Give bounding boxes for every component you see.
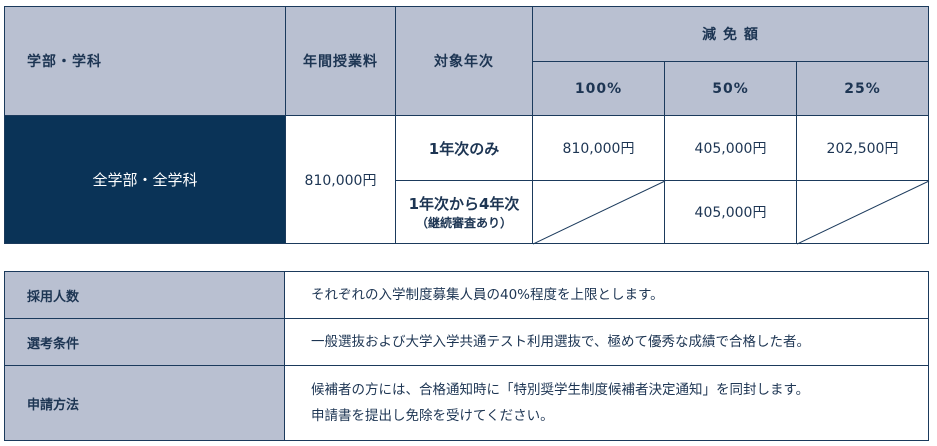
row2-50: 405,000円 xyxy=(664,180,797,244)
diagonal-line xyxy=(797,181,930,245)
department-cell: 全学部・全学科 xyxy=(4,115,286,244)
application-line-1: 候補者の方には、合格通知時に「特別奨学生制度候補者決定通知」を同封します。 xyxy=(311,382,810,398)
info-label-application: 申請方法 xyxy=(4,365,285,441)
header-reduction: 減 免 額 xyxy=(532,6,929,62)
info-label-selection: 選考条件 xyxy=(4,318,285,366)
target-row-2: 1年次から4年次 （継続審査あり） xyxy=(395,180,533,244)
target-row-2-label: 1年次から4年次 xyxy=(408,195,520,213)
header-department: 学部・学科 xyxy=(4,6,286,116)
row2-25-empty xyxy=(796,180,930,245)
header-25: 25% xyxy=(796,61,929,116)
info-label-recruitment: 採用人数 xyxy=(4,271,285,319)
header-target-year: 対象年次 xyxy=(395,6,533,116)
info-text-recruitment: それぞれの入学制度募集人員の40%程度を上限とします。 xyxy=(284,271,929,319)
header-100: 100% xyxy=(532,61,665,116)
info-text-application: 候補者の方には、合格通知時に「特別奨学生制度候補者決定通知」を同封します。 申請… xyxy=(284,365,929,441)
row2-100-empty xyxy=(532,180,666,245)
row1-25: 202,500円 xyxy=(796,115,929,181)
target-row-2-note: （継続審査あり） xyxy=(415,216,512,230)
info-text-selection: 一般選抜および大学入学共通テスト利用選抜で、極めて優秀な成績で合格した者。 xyxy=(284,318,929,366)
row1-50: 405,000円 xyxy=(664,115,797,181)
header-tuition: 年間授業料 xyxy=(285,6,396,116)
diagonal-line xyxy=(533,181,666,245)
header-50: 50% xyxy=(664,61,797,116)
row1-100: 810,000円 xyxy=(532,115,665,181)
tuition-cell: 810,000円 xyxy=(285,115,396,244)
target-row-1: 1年次のみ xyxy=(395,115,533,181)
application-line-2: 申請書を提出し免除を受けてください。 xyxy=(311,408,554,424)
